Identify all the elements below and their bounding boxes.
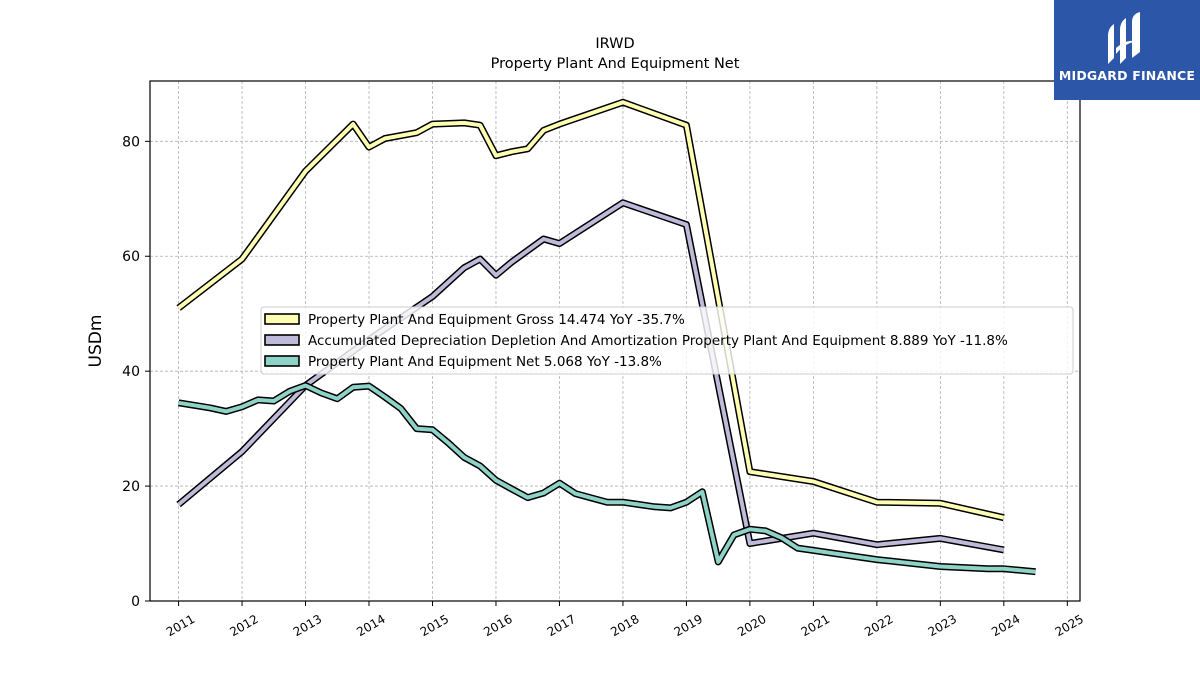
x-tick-label: 2018 <box>608 612 641 639</box>
series-line <box>178 383 1036 574</box>
y-tick-label: 40 <box>122 364 140 380</box>
midgard-logo-icon <box>1108 12 1140 64</box>
series-line <box>177 100 1005 520</box>
x-tick-label: 2016 <box>481 612 514 639</box>
legend-label: Property Plant And Equipment Net 5.068 Y… <box>308 354 662 370</box>
legend: Property Plant And Equipment Gross 14.47… <box>260 306 1074 375</box>
x-tick-label: 2012 <box>227 612 260 639</box>
brand-name: MIDGARD FINANCE <box>1058 68 1196 83</box>
legend-label: Accumulated Depreciation Depletion And A… <box>308 333 1008 349</box>
chart-title: IRWD <box>595 36 634 52</box>
chart-subtitle: Property Plant And Equipment Net <box>491 56 740 72</box>
y-axis-label: USDm <box>86 315 106 368</box>
x-tick-label: 2023 <box>926 612 959 639</box>
x-tick-label: 2017 <box>545 612 578 639</box>
plot-frame <box>149 80 1081 602</box>
y-tick-label: 0 <box>131 594 140 610</box>
y-tick-label: 20 <box>122 479 140 495</box>
x-tick-label: 2019 <box>672 612 705 639</box>
legend-frame <box>260 306 1074 375</box>
series-3 <box>178 382 1036 576</box>
y-tick-label: 60 <box>122 249 140 265</box>
x-tick-label: 2013 <box>291 612 324 639</box>
brand-logo: MIDGARD FINANCE <box>1054 0 1200 100</box>
x-tick-label: 2021 <box>799 612 832 639</box>
x-tick-label: 2011 <box>164 612 197 639</box>
legend-swatch <box>264 334 300 346</box>
x-tick-label: 2024 <box>989 612 1022 639</box>
legend-swatch <box>264 355 300 367</box>
x-tick-label: 2020 <box>735 612 768 639</box>
x-tick-label: 2025 <box>1053 612 1086 639</box>
legend-swatch <box>264 313 300 325</box>
x-tick-label: 2022 <box>862 612 895 639</box>
legend-label: Property Plant And Equipment Gross 14.47… <box>308 312 685 328</box>
series-1 <box>176 98 1005 522</box>
y-tick-label: 80 <box>122 134 140 150</box>
x-tick-label: 2015 <box>418 612 451 639</box>
x-tick-label: 2014 <box>354 612 387 639</box>
